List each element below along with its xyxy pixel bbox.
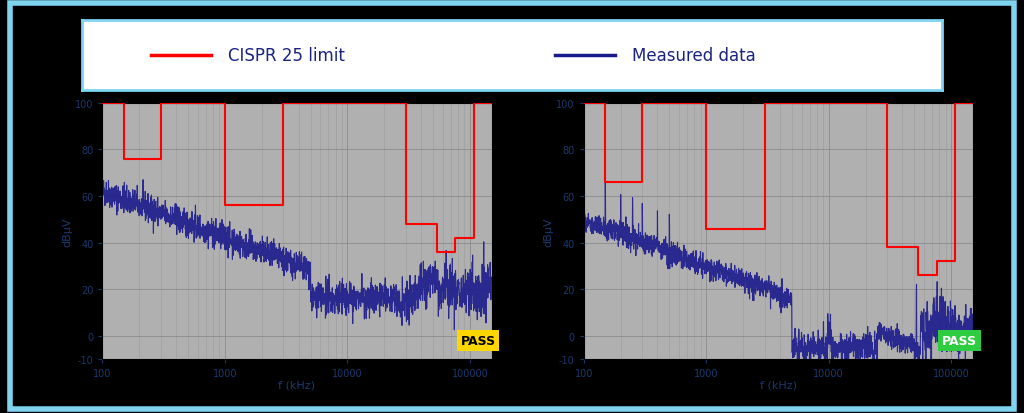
Text: Measured data: Measured data (633, 47, 756, 65)
X-axis label: f (kHz): f (kHz) (760, 380, 797, 389)
Y-axis label: dBμV: dBμV (62, 216, 73, 246)
X-axis label: f (kHz): f (kHz) (279, 380, 315, 389)
Text: PASS: PASS (461, 334, 496, 347)
Text: PASS: PASS (942, 334, 977, 347)
Text: CISPR 25 limit: CISPR 25 limit (228, 47, 345, 65)
Y-axis label: dBμV: dBμV (544, 216, 554, 246)
